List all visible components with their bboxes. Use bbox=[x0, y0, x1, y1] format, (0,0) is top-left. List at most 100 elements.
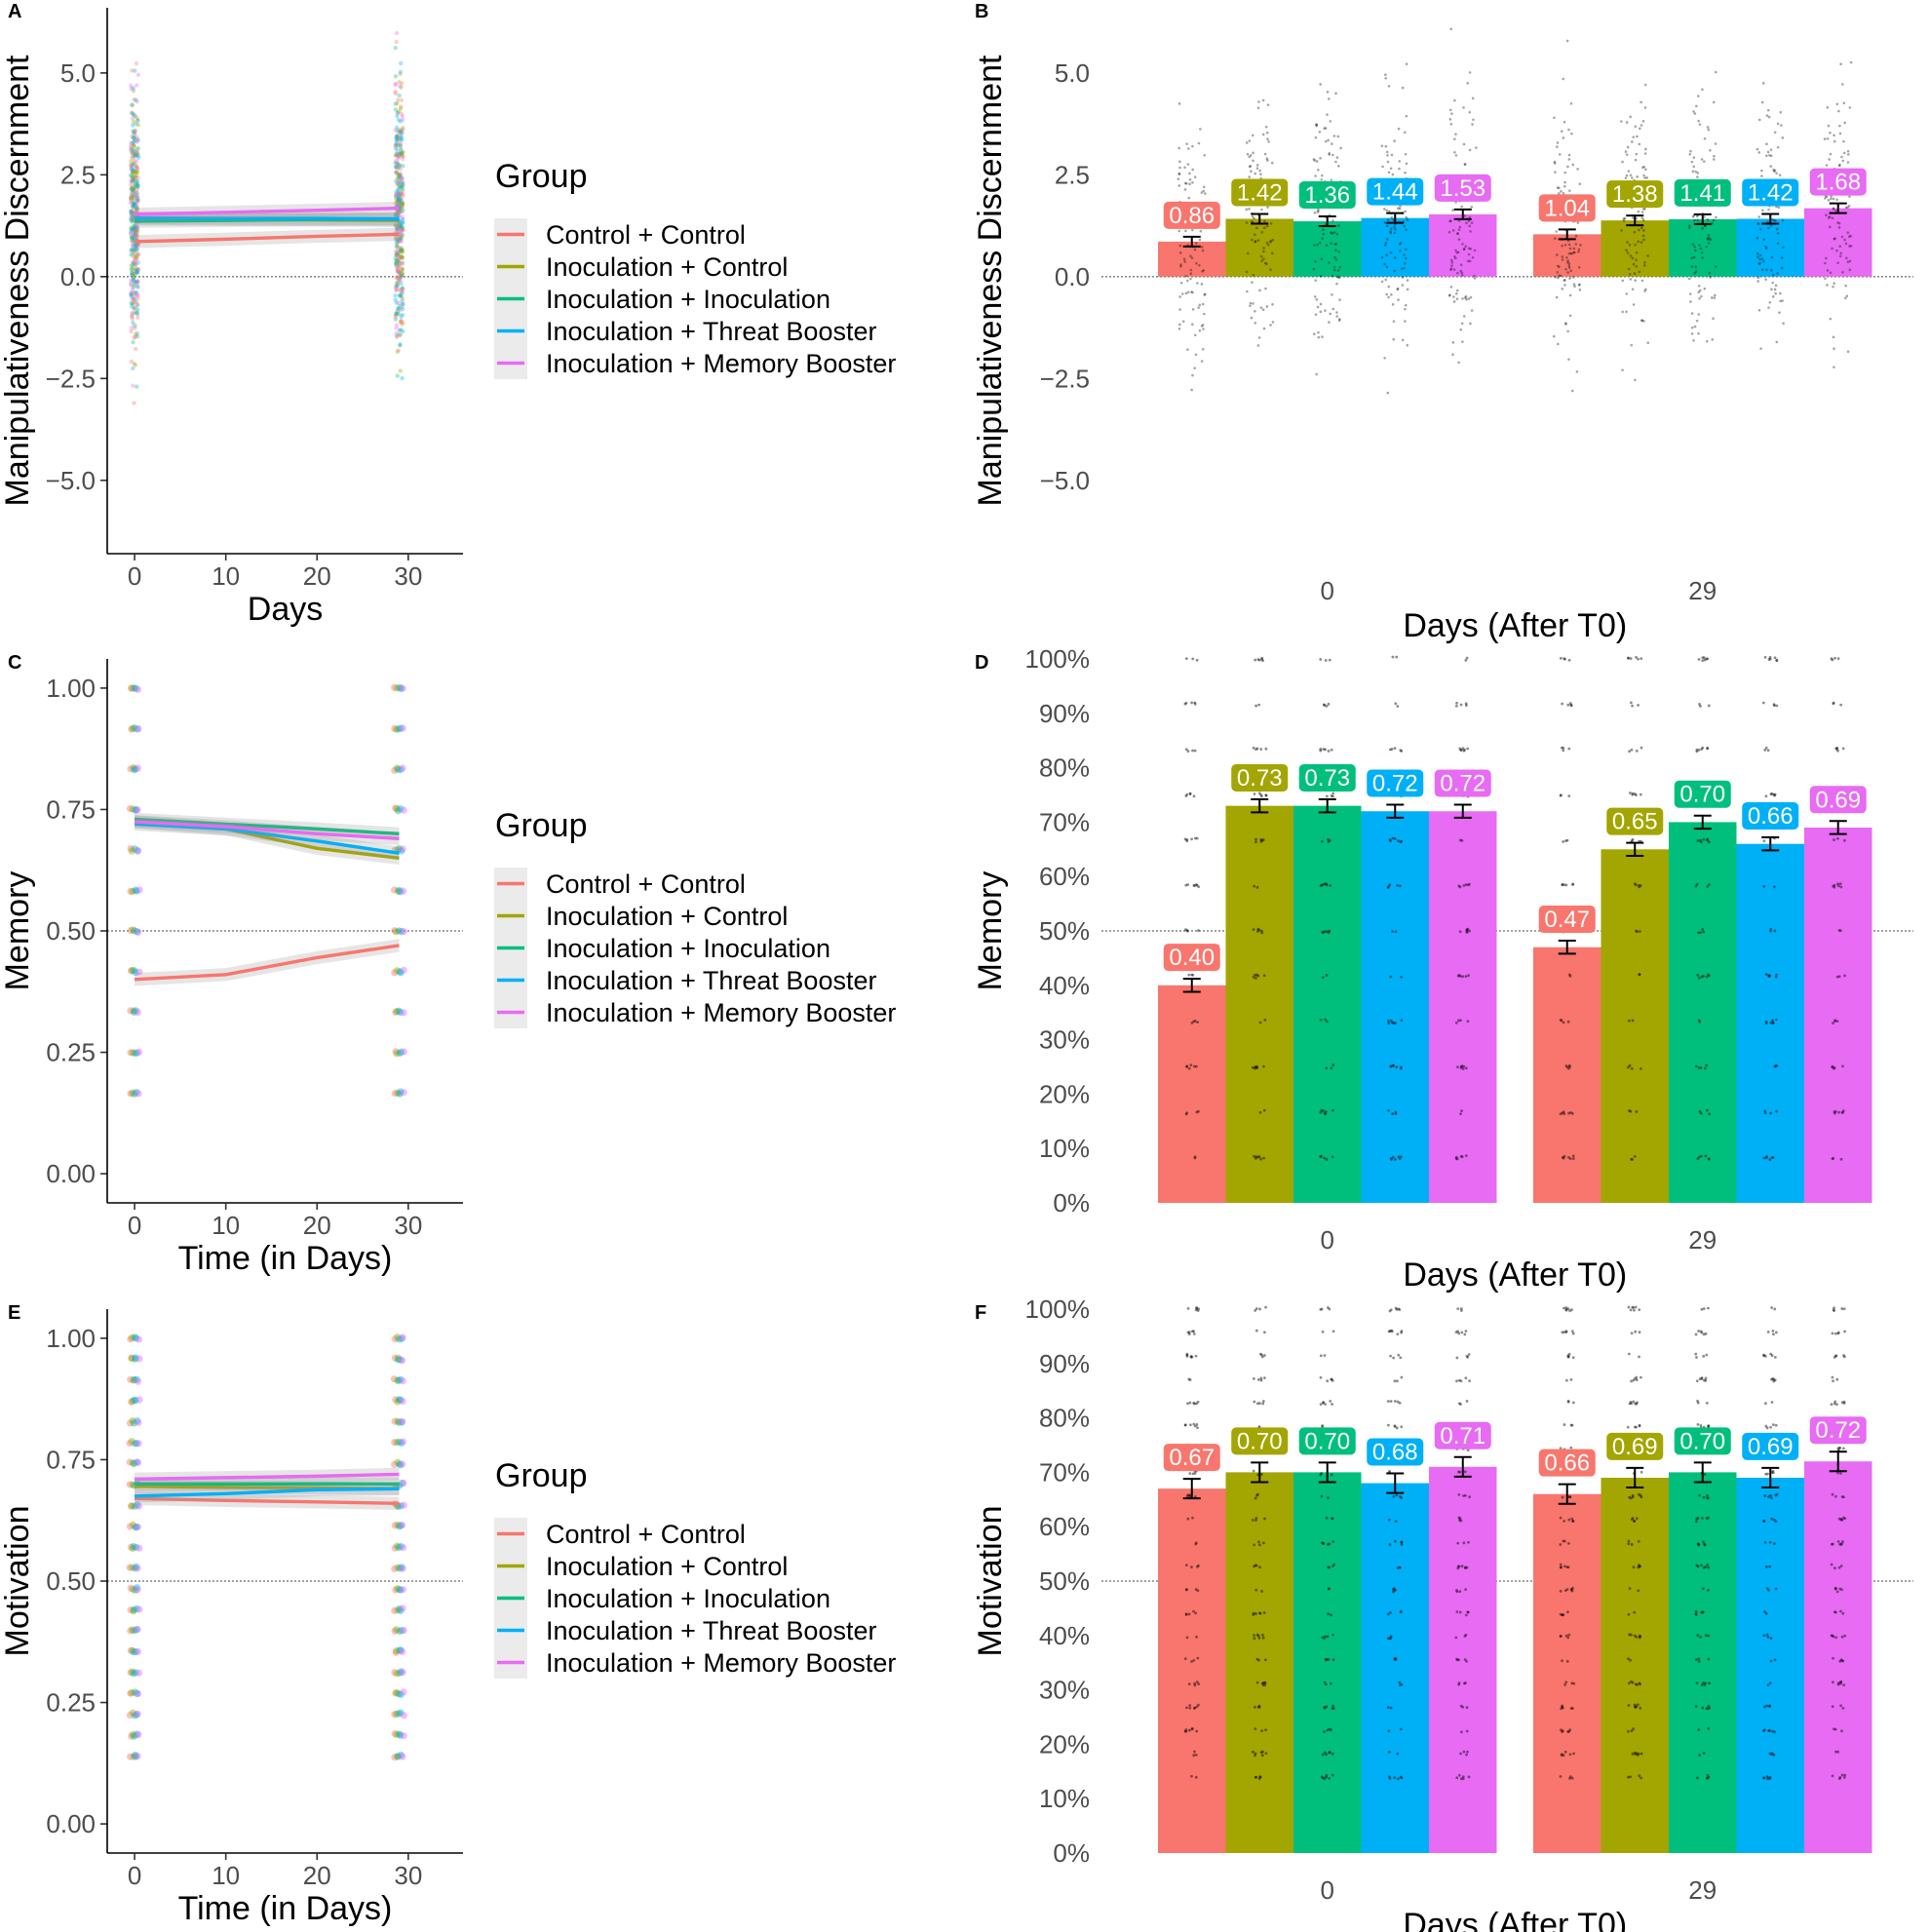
data-point bbox=[1331, 792, 1335, 795]
data-point bbox=[1557, 264, 1560, 268]
data-point bbox=[400, 233, 405, 238]
data-point bbox=[1327, 138, 1330, 142]
data-point bbox=[135, 247, 140, 251]
data-point bbox=[129, 194, 134, 199]
x-axis-title: Time (in Days) bbox=[178, 1890, 393, 1927]
data-point bbox=[394, 153, 399, 158]
data-point bbox=[1178, 166, 1181, 170]
data-point bbox=[1396, 1752, 1400, 1756]
data-point bbox=[129, 110, 135, 115]
data-point bbox=[1195, 836, 1199, 840]
data-point bbox=[1565, 1565, 1569, 1569]
data-point bbox=[1455, 289, 1459, 292]
data-point bbox=[131, 275, 136, 281]
data-point bbox=[400, 306, 405, 312]
legend-label: Inoculation + Memory Booster bbox=[546, 1648, 896, 1678]
data-point bbox=[1567, 158, 1571, 161]
data-point bbox=[1640, 1495, 1643, 1499]
data-point bbox=[1639, 1375, 1642, 1379]
data-point bbox=[1324, 309, 1327, 312]
data-point bbox=[397, 185, 402, 190]
bar bbox=[1293, 220, 1362, 277]
data-point bbox=[394, 39, 399, 45]
data-point bbox=[132, 222, 137, 228]
data-point bbox=[1838, 1542, 1842, 1546]
data-point bbox=[1834, 1494, 1837, 1498]
data-point bbox=[1698, 1109, 1702, 1113]
data-point bbox=[1568, 1728, 1572, 1732]
data-point bbox=[1251, 238, 1254, 242]
data-point bbox=[1757, 308, 1761, 312]
data-point bbox=[1833, 1020, 1836, 1024]
data-point bbox=[1771, 281, 1775, 285]
data-point bbox=[1259, 929, 1263, 933]
data-point bbox=[1404, 210, 1407, 213]
data-point bbox=[1843, 1634, 1847, 1638]
data-point bbox=[1564, 839, 1567, 843]
data-point bbox=[1248, 208, 1251, 211]
value-label: 0.71 bbox=[1440, 1423, 1485, 1449]
data-point bbox=[131, 275, 136, 280]
data-point bbox=[1568, 277, 1571, 280]
data-point bbox=[1248, 175, 1251, 178]
data-point bbox=[1195, 1110, 1199, 1114]
data-point bbox=[1562, 184, 1566, 188]
data-point bbox=[1254, 1329, 1258, 1333]
data-point bbox=[1774, 284, 1778, 288]
data-point bbox=[1564, 1064, 1568, 1067]
data-point bbox=[398, 342, 403, 347]
data-point bbox=[394, 151, 400, 157]
data-point bbox=[1767, 306, 1770, 309]
data-point bbox=[132, 225, 136, 231]
data-point bbox=[394, 125, 400, 131]
data-point bbox=[1334, 258, 1338, 261]
x-axis-title: Days (After T0) bbox=[1403, 607, 1627, 644]
data-point bbox=[400, 1501, 408, 1509]
data-point bbox=[1773, 929, 1777, 933]
data-point bbox=[398, 274, 403, 280]
data-point bbox=[1629, 278, 1633, 281]
y-tick-label: 80% bbox=[1039, 1404, 1090, 1433]
data-point bbox=[1765, 114, 1769, 117]
data-point bbox=[400, 202, 405, 207]
data-point bbox=[1642, 238, 1645, 242]
data-point bbox=[130, 209, 135, 213]
data-point bbox=[130, 176, 135, 181]
data-point bbox=[1327, 702, 1331, 706]
data-point bbox=[1844, 296, 1847, 300]
data-point bbox=[1570, 1330, 1574, 1333]
data-point bbox=[1764, 245, 1767, 249]
data-point bbox=[130, 170, 135, 174]
data-point bbox=[131, 252, 135, 257]
data-point bbox=[400, 254, 405, 259]
data-point bbox=[1756, 280, 1759, 283]
data-point bbox=[1399, 749, 1403, 753]
data-point bbox=[1708, 1681, 1712, 1685]
data-point bbox=[1569, 1707, 1573, 1710]
data-point bbox=[1459, 1730, 1463, 1734]
data-point bbox=[1826, 136, 1830, 140]
x-tick-label: 20 bbox=[303, 1211, 331, 1240]
data-point bbox=[1769, 1021, 1773, 1024]
data-point bbox=[1333, 243, 1337, 246]
data-point bbox=[135, 207, 139, 212]
data-point bbox=[129, 174, 135, 178]
data-point bbox=[1449, 286, 1453, 289]
data-point bbox=[1186, 883, 1190, 886]
data-point bbox=[1463, 1470, 1467, 1474]
bar bbox=[1533, 1493, 1601, 1853]
data-point bbox=[1769, 165, 1773, 168]
data-point bbox=[1260, 1729, 1264, 1733]
data-point bbox=[1262, 1331, 1266, 1334]
data-point bbox=[1337, 250, 1340, 253]
data-point bbox=[1387, 1518, 1391, 1522]
data-point bbox=[1701, 256, 1704, 259]
data-point bbox=[1696, 1634, 1700, 1637]
data-point bbox=[1312, 332, 1316, 336]
data-point bbox=[1468, 1379, 1471, 1383]
data-point bbox=[399, 225, 404, 231]
data-point bbox=[135, 182, 139, 187]
data-point bbox=[130, 178, 135, 183]
data-point bbox=[133, 174, 137, 179]
data-point bbox=[1326, 90, 1330, 94]
